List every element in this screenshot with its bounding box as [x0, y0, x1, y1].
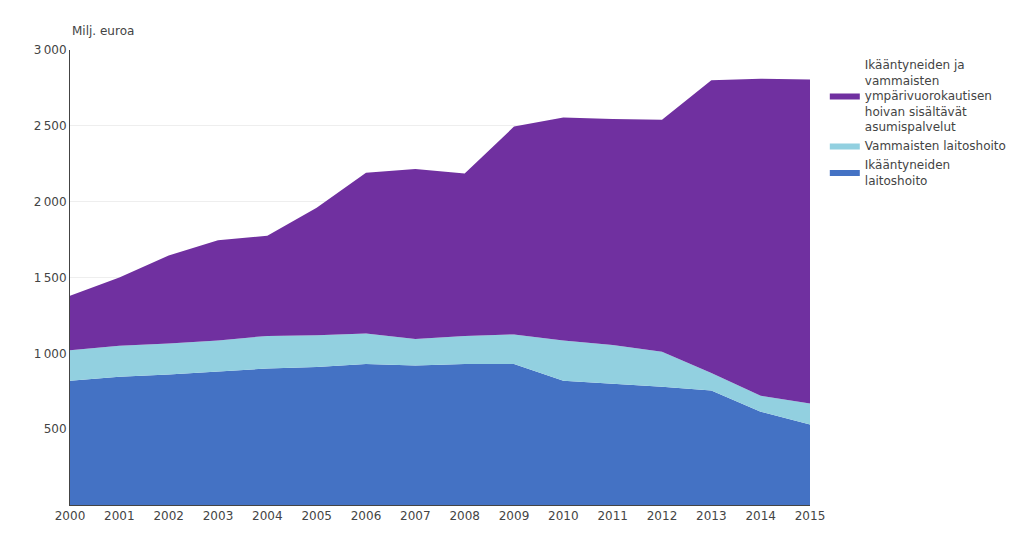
svg-text:2003: 2003: [203, 509, 234, 523]
svg-text:3 000: 3 000: [34, 43, 67, 57]
svg-text:1 500: 1 500: [34, 271, 67, 285]
svg-text:2015: 2015: [795, 509, 826, 523]
svg-text:2014: 2014: [745, 509, 776, 523]
svg-text:Vammaisten laitoshoito: Vammaisten laitoshoito: [865, 139, 1006, 153]
svg-text:2013: 2013: [696, 509, 727, 523]
svg-text:2011: 2011: [597, 509, 628, 523]
svg-text:1 000: 1 000: [34, 347, 67, 361]
svg-text:2006: 2006: [351, 509, 382, 523]
svg-text:2010: 2010: [548, 509, 579, 523]
svg-text:2007: 2007: [400, 509, 431, 523]
svg-text:2012: 2012: [647, 509, 678, 523]
svg-text:2 000: 2 000: [34, 195, 67, 209]
svg-text:Milj. euroa: Milj. euroa: [72, 24, 134, 38]
svg-text:500: 500: [44, 422, 67, 436]
svg-text:2004: 2004: [252, 509, 283, 523]
svg-text:2009: 2009: [499, 509, 530, 523]
svg-text:Ikääntyneidenlaitoshoito: Ikääntyneidenlaitoshoito: [865, 158, 950, 188]
svg-text:2000: 2000: [55, 509, 86, 523]
svg-text:2005: 2005: [301, 509, 332, 523]
svg-text:2001: 2001: [104, 509, 135, 523]
svg-text:2002: 2002: [153, 509, 184, 523]
svg-text:2 500: 2 500: [34, 119, 67, 133]
svg-text:Ikääntyneiden javammaistenympä: Ikääntyneiden javammaistenympärivuorokau…: [865, 58, 992, 134]
svg-text:2008: 2008: [449, 509, 480, 523]
